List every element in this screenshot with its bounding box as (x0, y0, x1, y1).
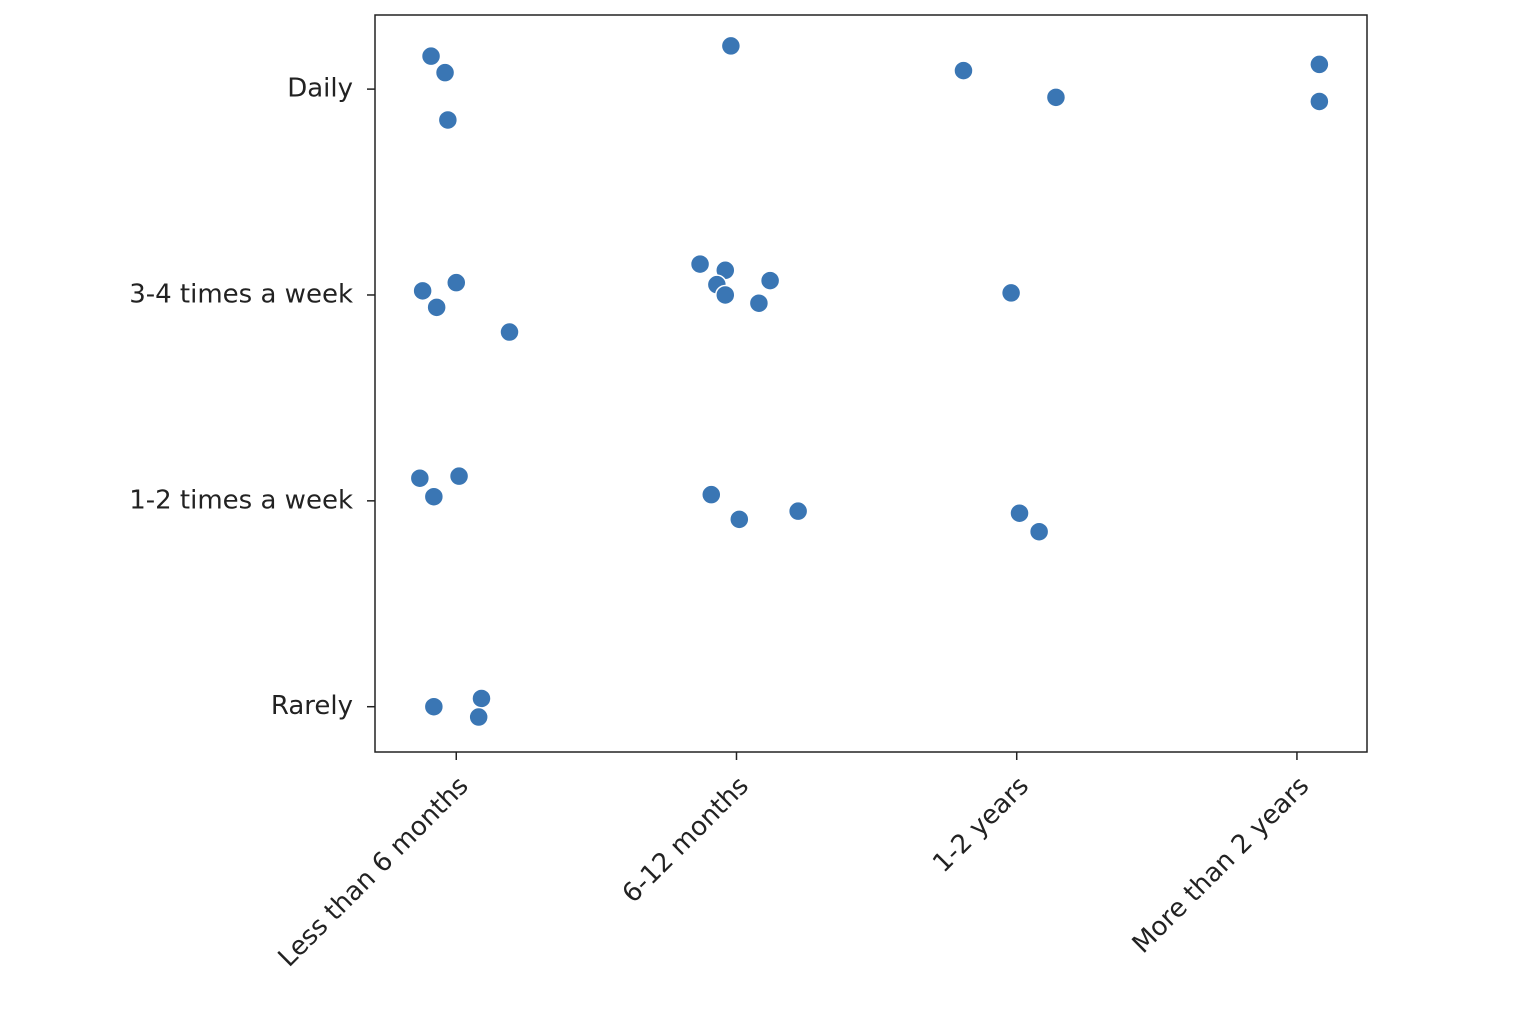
point (412, 280, 433, 302)
y-tick-label: 3-4 times a week (129, 279, 353, 309)
point (787, 500, 809, 522)
point (437, 109, 459, 131)
point (468, 706, 489, 728)
x-tick-label: 1-2 years (927, 771, 1035, 879)
point (953, 60, 974, 81)
point (1000, 282, 1022, 304)
point (759, 270, 781, 291)
point (434, 62, 456, 83)
point (748, 292, 770, 314)
x-tick-label: Less than 6 months (273, 771, 475, 973)
point (720, 35, 742, 57)
point (1028, 521, 1050, 542)
y-tick-label: 1-2 times a week (129, 485, 353, 515)
point (1009, 502, 1030, 524)
point (446, 272, 467, 293)
y-tick-label: Rarely (271, 691, 353, 721)
point (729, 509, 750, 530)
point (471, 688, 492, 709)
point (423, 696, 445, 717)
point (701, 484, 722, 505)
point (448, 465, 470, 487)
point (1309, 91, 1330, 112)
x-tick-label: 6-12 months (617, 771, 755, 909)
point (1045, 87, 1067, 108)
point (499, 321, 520, 343)
point (715, 284, 736, 306)
plot-frame (374, 14, 1368, 753)
point (420, 45, 442, 67)
point (1309, 54, 1330, 75)
y-tick-label: Daily (287, 74, 353, 104)
point (426, 297, 447, 318)
x-tick-label: More than 2 years (1127, 771, 1315, 959)
point (689, 253, 711, 275)
point (423, 486, 445, 507)
point (409, 467, 431, 489)
